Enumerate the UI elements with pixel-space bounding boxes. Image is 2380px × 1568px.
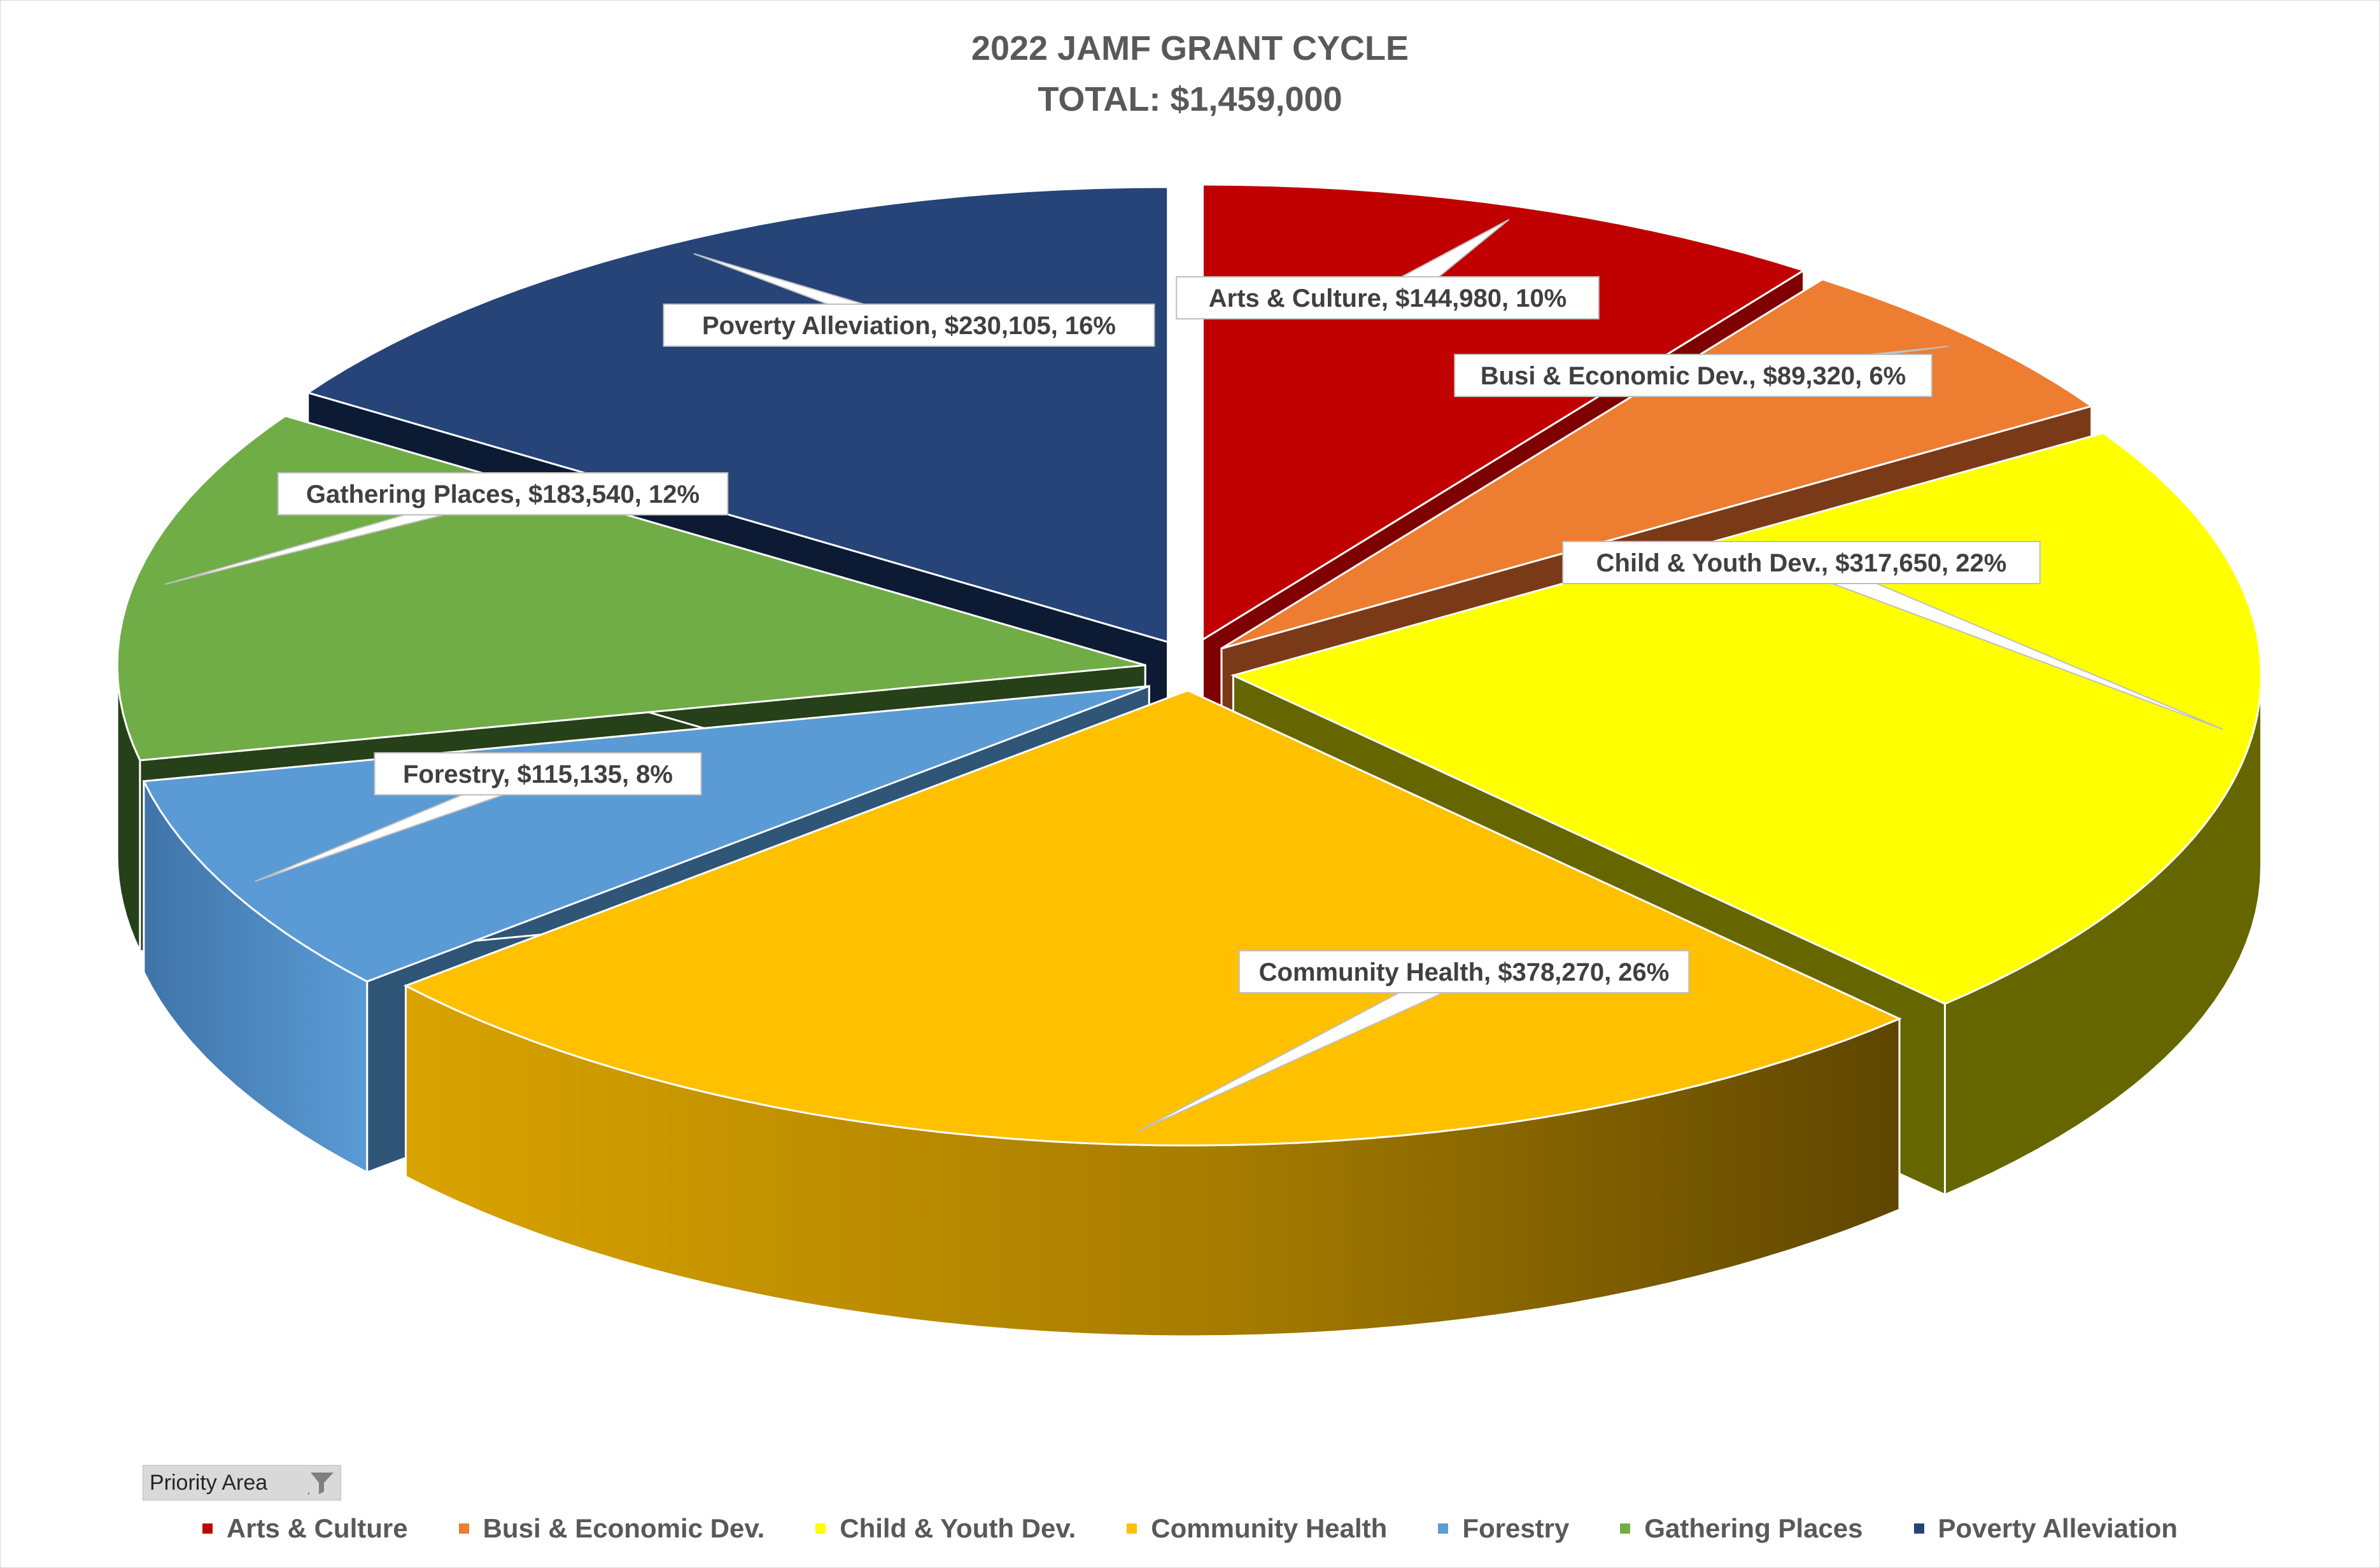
legend-swatch (1438, 1523, 1449, 1534)
data-label-poverty-alleviation: Poverty Alleviation, $230,105, 16% (663, 253, 1155, 347)
data-label-text: Forestry, $115,135, 8% (403, 760, 673, 788)
chart-title: 2022 JAMF GRANT CYCLE (971, 29, 1409, 67)
slice-top (306, 186, 1169, 643)
slices-layer (116, 183, 2262, 1338)
callouts-layer: Arts & Culture, $144,980, 10% Busi & Econ… (164, 219, 2223, 1132)
legend-label: Forestry (1462, 1513, 1570, 1543)
legend-label: Poverty Alleviation (1938, 1513, 2178, 1543)
callout-box (277, 472, 729, 515)
callout-box (1454, 354, 1933, 397)
data-label-gathering-places: Gathering Places, $183,540, 12% (164, 472, 729, 585)
legend-swatch (1620, 1523, 1631, 1534)
callout-box (663, 304, 1155, 347)
legend-item-forestry[interactable]: Forestry (1438, 1513, 1569, 1544)
callout-box (1238, 950, 1690, 993)
legend-item-busi-economic-dev-[interactable]: Busi & Economic Dev. (458, 1513, 765, 1544)
data-label-text: Poverty Alleviation, $230,105, 16% (702, 312, 1116, 340)
callout-box (1176, 276, 1600, 319)
legend-item-poverty-alleviation[interactable]: Poverty Alleviation (1913, 1513, 2178, 1544)
legend: Arts & Culture Busi & Economic Dev. Child … (0, 1513, 2380, 1544)
filter-label: Priority Area (150, 1470, 268, 1495)
data-label-text: Community Health, $378,270, 26% (1259, 958, 1670, 986)
slice-community-health[interactable] (403, 689, 1902, 1338)
legend-swatch (458, 1523, 469, 1534)
data-label-text: Busi & Economic Dev., $89,320, 6% (1481, 362, 1906, 390)
svg-text:.: . (307, 1484, 311, 1495)
data-label-text: Gathering Places, $183,540, 12% (306, 480, 700, 508)
legend-label: Community Health (1151, 1513, 1388, 1543)
legend-label: Arts & Culture (226, 1513, 408, 1543)
legend-label: Gathering Places (1644, 1513, 1863, 1543)
priority-area-filter-button[interactable]: Priority Area . (143, 1465, 341, 1501)
data-label-community-health: Community Health, $378,270, 26% (1137, 950, 1690, 1132)
legend-label: Busi & Economic Dev. (482, 1513, 765, 1543)
legend-label: Child & Youth Dev. (840, 1513, 1076, 1543)
legend-swatch (202, 1523, 213, 1534)
legend-item-child-youth-dev-[interactable]: Child & Youth Dev. (815, 1513, 1076, 1544)
chart-subtitle: TOTAL: $1,459,000 (1038, 80, 1342, 118)
data-label-text: Child & Youth Dev., $317,650, 22% (1596, 549, 2007, 577)
data-label-text: Arts & Culture, $144,980, 10% (1209, 284, 1567, 312)
legend-swatch (815, 1523, 826, 1534)
data-label-forestry: Forestry, $115,135, 8% (255, 752, 702, 883)
legend-item-community-health[interactable]: Community Health (1127, 1513, 1387, 1544)
callout-box (1562, 541, 2041, 584)
callout-box (374, 752, 702, 795)
data-label-child-youth-dev-: Child & Youth Dev., $317,650, 22% (1562, 541, 2223, 730)
slice-top (403, 689, 1902, 1147)
data-label-busi-economic-dev-: Busi & Economic Dev., $89,320, 6% (1454, 346, 1948, 397)
legend-item-gathering-places[interactable]: Gathering Places (1620, 1513, 1863, 1544)
data-label-arts-culture: Arts & Culture, $144,980, 10% (1176, 219, 1600, 319)
legend-item-arts-culture[interactable]: Arts & Culture (202, 1513, 408, 1544)
legend-swatch (1913, 1523, 1924, 1534)
filter-icon: . (302, 1467, 341, 1499)
legend-swatch (1127, 1523, 1137, 1534)
chart-title-block: 2022 JAMF GRANT CYCLE TOTAL: $1,459,000 (0, 23, 2380, 125)
